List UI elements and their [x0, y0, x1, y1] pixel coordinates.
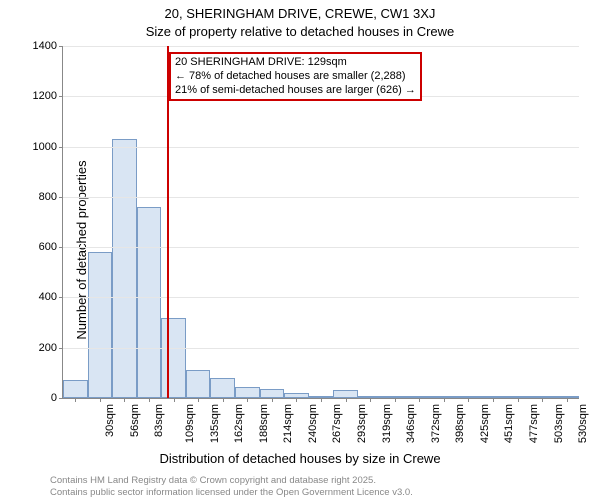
- chart-container: 20, SHERINGHAM DRIVE, CREWE, CW1 3XJ Siz…: [0, 0, 600, 500]
- y-tick-label: 600: [39, 241, 63, 253]
- histogram-bar: [186, 370, 211, 398]
- x-tick-mark: [272, 398, 273, 402]
- x-tick-label: 56sqm: [129, 404, 141, 437]
- y-tick-label: 1400: [33, 40, 63, 52]
- gridline: [63, 197, 579, 198]
- gridline: [63, 247, 579, 248]
- x-tick-label: 477sqm: [528, 404, 540, 443]
- x-tick-label: 293sqm: [356, 404, 368, 443]
- x-tick-mark: [296, 398, 297, 402]
- x-tick-label: 83sqm: [153, 404, 165, 437]
- x-tick-mark: [174, 398, 175, 402]
- x-tick-label: 530sqm: [577, 404, 589, 443]
- x-tick-label: 372sqm: [430, 404, 442, 443]
- x-tick-label: 109sqm: [184, 404, 196, 443]
- histogram-bar: [333, 390, 358, 398]
- gridline: [63, 147, 579, 148]
- y-tick-label: 200: [39, 342, 63, 354]
- x-tick-label: 162sqm: [233, 404, 245, 443]
- x-tick-label: 214sqm: [282, 404, 294, 443]
- x-tick-label: 188sqm: [258, 404, 270, 443]
- x-tick-mark: [247, 398, 248, 402]
- annotation-line: 21% of semi-detached houses are larger (…: [175, 84, 416, 98]
- histogram-bar: [260, 389, 285, 398]
- x-tick-label: 425sqm: [479, 404, 491, 443]
- chart-title-main: 20, SHERINGHAM DRIVE, CREWE, CW1 3XJ: [0, 6, 600, 21]
- annotation-line: ← 78% of detached houses are smaller (2,…: [175, 70, 416, 84]
- x-tick-mark: [321, 398, 322, 402]
- gridline: [63, 297, 579, 298]
- x-tick-mark: [542, 398, 543, 402]
- histogram-bar: [63, 380, 88, 398]
- x-tick-mark: [149, 398, 150, 402]
- y-tick-label: 1000: [33, 141, 63, 153]
- x-tick-mark: [100, 398, 101, 402]
- annotation-box: 20 SHERINGHAM DRIVE: 129sqm← 78% of deta…: [169, 52, 422, 101]
- x-tick-mark: [468, 398, 469, 402]
- y-tick-label: 400: [39, 291, 63, 303]
- x-tick-mark: [75, 398, 76, 402]
- x-tick-mark: [346, 398, 347, 402]
- histogram-bar: [112, 139, 137, 398]
- x-tick-mark: [223, 398, 224, 402]
- x-tick-mark: [493, 398, 494, 402]
- x-tick-label: 240sqm: [307, 404, 319, 443]
- gridline: [63, 348, 579, 349]
- x-tick-label: 267sqm: [332, 404, 344, 443]
- x-tick-mark: [567, 398, 568, 402]
- histogram-bar: [88, 252, 113, 398]
- y-tick-label: 0: [51, 392, 63, 404]
- x-tick-mark: [370, 398, 371, 402]
- x-tick-label: 346sqm: [405, 404, 417, 443]
- x-tick-label: 503sqm: [553, 404, 565, 443]
- histogram-bar: [235, 387, 260, 398]
- y-tick-label: 800: [39, 191, 63, 203]
- x-tick-mark: [419, 398, 420, 402]
- plot-area: 020040060080010001200140030sqm56sqm83sqm…: [62, 46, 579, 399]
- y-tick-label: 1200: [33, 90, 63, 102]
- x-tick-mark: [198, 398, 199, 402]
- x-tick-mark: [444, 398, 445, 402]
- x-tick-mark: [395, 398, 396, 402]
- footer-line-1: Contains HM Land Registry data © Crown c…: [50, 475, 376, 486]
- histogram-bar: [210, 378, 235, 398]
- annotation-line: 20 SHERINGHAM DRIVE: 129sqm: [175, 56, 416, 70]
- chart-title-sub: Size of property relative to detached ho…: [0, 24, 600, 39]
- x-axis-label: Distribution of detached houses by size …: [0, 451, 600, 466]
- x-tick-label: 135sqm: [209, 404, 221, 443]
- histogram-bar: [137, 207, 162, 398]
- x-tick-mark: [518, 398, 519, 402]
- x-tick-label: 319sqm: [381, 404, 393, 443]
- x-tick-mark: [124, 398, 125, 402]
- footer-line-2: Contains public sector information licen…: [50, 487, 413, 498]
- x-tick-label: 398sqm: [454, 404, 466, 443]
- gridline: [63, 46, 579, 47]
- x-tick-label: 30sqm: [104, 404, 116, 437]
- x-tick-label: 451sqm: [504, 404, 516, 443]
- histogram-bar: [161, 318, 186, 398]
